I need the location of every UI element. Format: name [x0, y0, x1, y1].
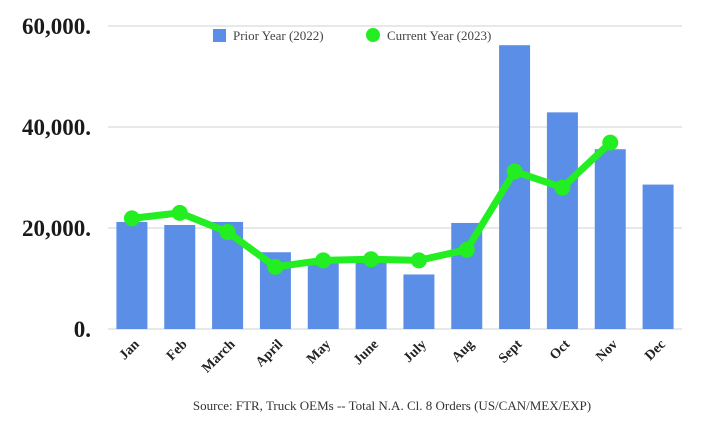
x-tick-label: March	[199, 337, 238, 376]
point-current-year-oct[interactable]	[554, 179, 571, 196]
point-current-year-may[interactable]	[315, 252, 332, 269]
x-tick-label: April	[253, 337, 286, 370]
y-tick-label: 40,000.	[22, 115, 91, 140]
x-tick-label: June	[351, 337, 382, 368]
point-current-year-july[interactable]	[410, 252, 427, 269]
grid-layer	[108, 25, 682, 330]
y-tick-label: 20,000.	[22, 216, 91, 241]
bar-prior-year-dec[interactable]	[642, 184, 674, 329]
point-current-year-nov[interactable]	[602, 134, 619, 151]
y-tick-label: 0.	[74, 317, 91, 342]
point-current-year-feb[interactable]	[171, 204, 188, 221]
x-tick-label: Dec	[642, 337, 669, 364]
legend-swatch-current-year	[366, 28, 380, 42]
line-current-year[interactable]	[128, 139, 614, 271]
x-tick-label: Oct	[547, 337, 573, 363]
line-layer	[123, 134, 619, 275]
point-current-year-sept[interactable]	[506, 163, 523, 180]
bar-prior-year-may[interactable]	[307, 259, 339, 329]
y-axis-ticks: 0. 20,000. 40,000. 60,000.	[22, 14, 91, 342]
y-tick-label: 60,000.	[22, 14, 91, 39]
bar-prior-year-nov[interactable]	[594, 149, 626, 329]
legend[interactable]: Prior Year (2022) Current Year (2023)	[213, 28, 491, 43]
point-current-year-june[interactable]	[363, 251, 380, 268]
source-note: Source: FTR, Truck OEMs -- Total N.A. Cl…	[193, 398, 591, 413]
bar-layer	[116, 45, 674, 329]
bar-prior-year-july[interactable]	[403, 274, 435, 329]
bar-prior-year-aug[interactable]	[451, 222, 483, 329]
x-tick-label: Jan	[117, 337, 143, 363]
point-current-year-aug[interactable]	[458, 241, 475, 258]
legend-label-prior-year: Prior Year (2022)	[233, 28, 324, 43]
x-tick-label: Nov	[593, 337, 621, 365]
bar-prior-year-june[interactable]	[355, 258, 387, 329]
x-tick-label: Feb	[164, 337, 191, 364]
x-tick-label: July	[401, 337, 430, 366]
point-current-year-march[interactable]	[219, 224, 236, 241]
x-tick-label: Sept	[496, 337, 526, 367]
x-axis-ticks: Jan Feb March April May June July Aug Sept Oct Nov…	[117, 337, 669, 376]
point-current-year-jan[interactable]	[123, 210, 140, 227]
bar-prior-year-oct[interactable]	[546, 112, 578, 329]
point-current-year-april[interactable]	[267, 258, 284, 275]
legend-label-current-year: Current Year (2023)	[387, 28, 491, 43]
x-tick-label: Aug	[449, 337, 477, 365]
bar-prior-year-feb[interactable]	[164, 224, 196, 329]
x-tick-label: May	[304, 337, 334, 367]
bar-prior-year-jan[interactable]	[116, 221, 148, 329]
legend-swatch-prior-year	[213, 29, 226, 42]
